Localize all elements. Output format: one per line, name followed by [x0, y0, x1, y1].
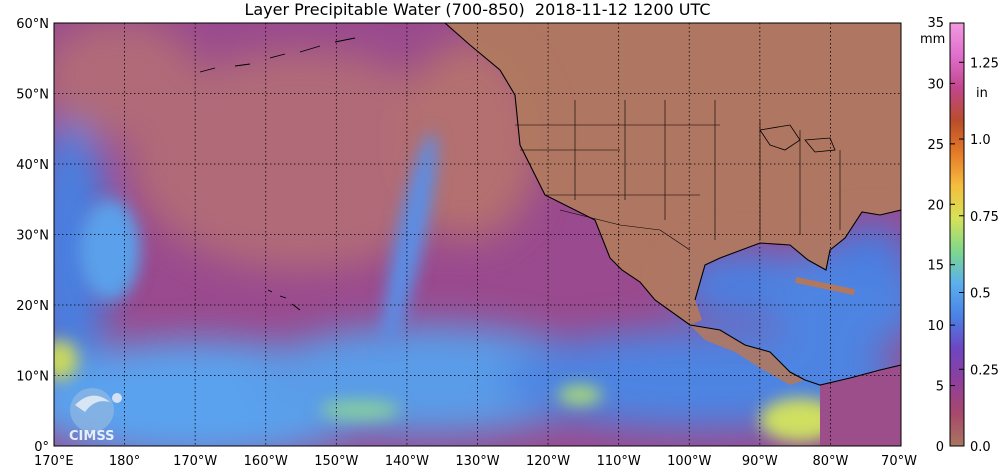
lon-tick-label: 120°W [526, 454, 570, 469]
colorbar-bar [949, 22, 965, 447]
colorbar-in-tick: 1.0 [970, 133, 991, 148]
colorbar-in-tick: 0.75 [970, 210, 999, 225]
grid-lines [54, 23, 901, 446]
south-america-coastline [804, 364, 901, 386]
lon-tick-label: 150°W [314, 454, 358, 469]
colorbar-mm-tick: 15 [927, 259, 944, 274]
lon-tick-label: 130°W [455, 454, 499, 469]
hawaii-islands [267, 289, 301, 311]
north-america-landmass [445, 23, 901, 325]
central-america-landmass [690, 325, 805, 385]
great-lakes [759, 124, 836, 153]
lat-tick-label: 30°N [16, 229, 49, 244]
lat-tick-label: 10°N [16, 370, 49, 385]
lon-tick-label: 160°W [244, 454, 288, 469]
lat-tick-label: 20°N [16, 299, 49, 314]
colorbar-mm-tick: 30 [927, 77, 944, 92]
lon-tick-label: 100°W [667, 454, 711, 469]
south-america-landmass [820, 365, 901, 446]
lat-tick-label: 60°N [16, 17, 49, 32]
lon-tick-label: 170°E [34, 454, 74, 469]
colorbar-mm-tick: 25 [927, 138, 944, 153]
latitude-tick-labels: 0° 10°N 20°N 30°N 40°N 50°N 60°N [16, 17, 49, 455]
north-america-coastline [444, 23, 806, 381]
lon-tick-label: 170°W [173, 454, 217, 469]
cuba-island [795, 276, 855, 296]
colorbar-mm-tick: 10 [927, 319, 944, 334]
lat-tick-label: 50°N [16, 88, 49, 103]
logo-text: CIMSS [69, 429, 114, 444]
logo-orbit-dot [112, 393, 122, 403]
longitude-tick-labels: 170°E 180° 170°W 160°W 150°W 140°W 130°W 120°W 1… [34, 454, 917, 469]
lon-tick-label: 90°W [742, 454, 778, 469]
lat-tick-label: 40°N [16, 158, 49, 173]
gulf-coastline [694, 209, 901, 301]
atmospheric-river-plume [383, 132, 437, 348]
dry-region-northeast-pacific [400, 40, 540, 240]
moist-spot-yellow-1 [54, 340, 78, 380]
aleutian-islands [199, 37, 356, 73]
moist-spot-yellow-2 [558, 385, 602, 405]
colorbar-mm-tick: 35 [927, 16, 944, 31]
moisture-field [54, 23, 901, 446]
colorbar-in-labels: 0.0 0.25 0.5 0.75 1.0 1.25 [959, 56, 999, 455]
map-frame [53, 22, 902, 447]
colorbar-in-tick: 0.25 [970, 363, 999, 378]
logo-swirl [75, 395, 110, 412]
cimss-satellite-logo-icon [70, 388, 114, 432]
colorbar-in-tick: 0.5 [970, 287, 991, 302]
lat-tick-label: 0° [34, 440, 49, 455]
lon-tick-label: 70°W [881, 454, 917, 469]
atlantic-moisture [830, 225, 901, 275]
mexico-border [559, 209, 691, 251]
lon-tick-label: 80°W [812, 454, 848, 469]
colorbar-mm-tick: 0 [936, 440, 944, 455]
cimss-logo: CIMSS [69, 388, 122, 444]
colorbar-mm-labels: 0 5 10 15 20 25 30 35 [927, 16, 955, 455]
dry-region-west-pacific [54, 23, 200, 140]
moist-plume-west [80, 200, 140, 300]
colorbar-mm-tick: 20 [927, 198, 944, 213]
colorbar-in-tick: 1.25 [970, 56, 999, 71]
colorbar-in-unit: in [976, 86, 988, 101]
lon-tick-label: 180° [109, 454, 140, 469]
colorbar-in-tick: 0.0 [970, 440, 991, 455]
map-title: Layer Precipitable Water (700-850) 2018-… [244, 0, 711, 19]
colorbar-mm-unit: mm [920, 32, 945, 47]
colorbar-mm-tick: 5 [936, 380, 944, 395]
dry-region-central-pacific [130, 50, 470, 270]
lon-tick-label: 110°W [597, 454, 641, 469]
lon-tick-label: 140°W [385, 454, 429, 469]
moist-spot-green [320, 400, 400, 420]
